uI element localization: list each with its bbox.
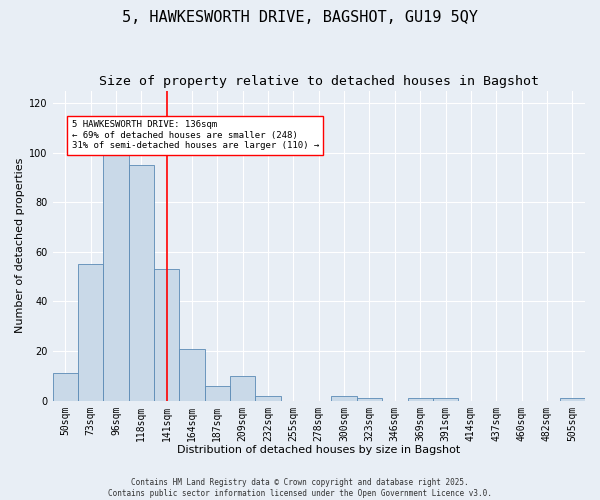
Bar [78,264,103,400]
Bar [560,398,585,400]
Bar [205,386,230,400]
Y-axis label: Number of detached properties: Number of detached properties [15,158,25,334]
Text: 5 HAWKESWORTH DRIVE: 136sqm
← 69% of detached houses are smaller (248)
31% of se: 5 HAWKESWORTH DRIVE: 136sqm ← 69% of det… [71,120,319,150]
X-axis label: Distribution of detached houses by size in Bagshot: Distribution of detached houses by size … [177,445,460,455]
Bar [128,165,154,400]
Text: Contains HM Land Registry data © Crown copyright and database right 2025.
Contai: Contains HM Land Registry data © Crown c… [108,478,492,498]
Bar [53,374,78,400]
Bar [230,376,256,400]
Bar [407,398,433,400]
Bar [103,152,128,400]
Bar [154,269,179,400]
Title: Size of property relative to detached houses in Bagshot: Size of property relative to detached ho… [99,75,539,88]
Bar [256,396,281,400]
Bar [179,348,205,401]
Bar [331,396,357,400]
Bar [433,398,458,400]
Text: 5, HAWKESWORTH DRIVE, BAGSHOT, GU19 5QY: 5, HAWKESWORTH DRIVE, BAGSHOT, GU19 5QY [122,10,478,25]
Bar [357,398,382,400]
